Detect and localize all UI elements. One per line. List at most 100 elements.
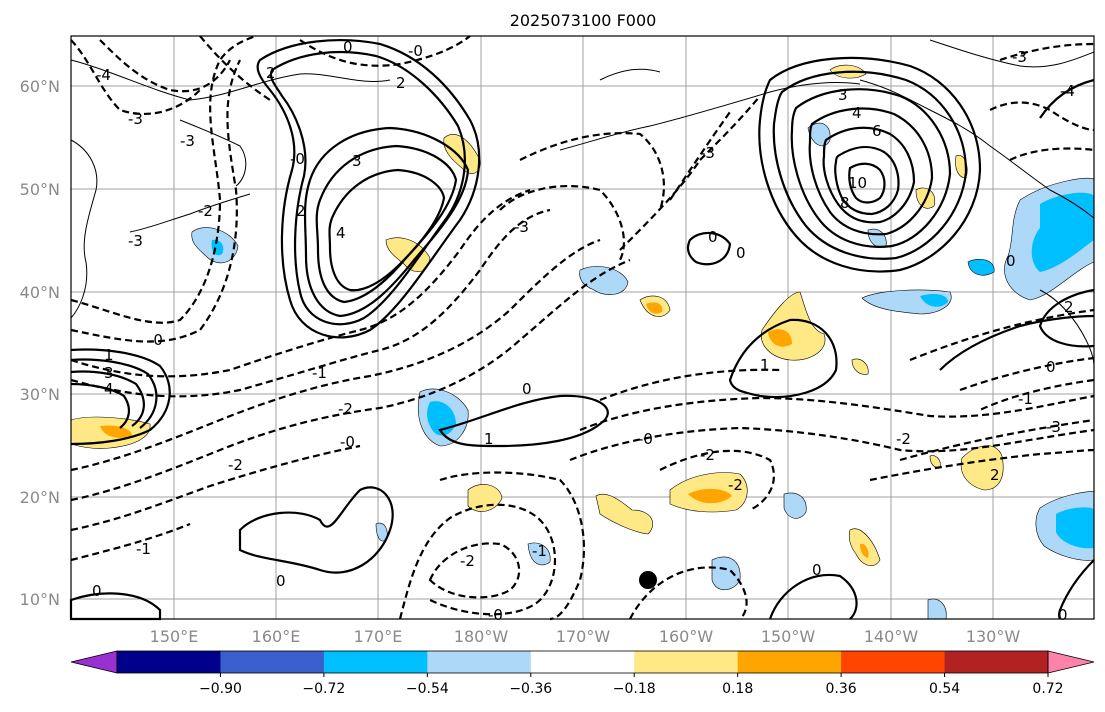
contour-label: 6 xyxy=(872,122,882,140)
contour-label: 4 xyxy=(336,224,346,242)
colorbar-segment xyxy=(841,651,946,673)
colorbar-segment xyxy=(220,651,325,673)
colorbar-segment xyxy=(323,651,428,673)
contour-label: -3 xyxy=(128,232,143,250)
neg-shade xyxy=(527,542,551,566)
colorbar-segment xyxy=(737,651,842,673)
contour-label: -0 xyxy=(638,430,653,448)
pos-shade xyxy=(851,358,869,375)
contour-label: -0 xyxy=(408,42,423,60)
map-frame xyxy=(70,35,1095,620)
longitude-label: 150°E xyxy=(150,627,199,646)
colorbar-tick-label: −0.54 xyxy=(406,681,449,697)
contour-label: 4 xyxy=(104,380,114,398)
contour-label: -3 xyxy=(700,144,715,162)
pos-core xyxy=(688,488,732,504)
contour-label: 3 xyxy=(838,86,848,104)
longitude-labels: 150°E 160°E 170°E 180°W 170°W 160°W 150°… xyxy=(150,627,1021,646)
longitude-label: 160°W xyxy=(659,627,714,646)
contour-label: 1 xyxy=(760,356,770,374)
neg-shade xyxy=(711,556,741,591)
contour-label: -1 xyxy=(1018,390,1033,408)
contour-label: -3 xyxy=(1012,48,1027,66)
contour-label: -1 xyxy=(532,542,547,560)
contour-label: 0 xyxy=(1058,606,1068,624)
colorbar-tick-label: −0.18 xyxy=(613,681,656,697)
contour-label: 0 xyxy=(92,582,102,600)
shaded-anomalies xyxy=(70,64,1095,620)
contour-label: -0 xyxy=(148,331,163,349)
contour-label: -1 xyxy=(312,364,327,382)
contour-label: 10 xyxy=(848,174,867,192)
contour-label: 2 xyxy=(990,466,1000,484)
contour-labels: 0 -0 2 2 3 2 4 -4 -3 -3 -0 -2 -3 -0 1 3 … xyxy=(92,38,1075,624)
latitude-label: 40°N xyxy=(20,283,60,302)
contour-label: -3 xyxy=(180,132,195,150)
longitude-label: 170°W xyxy=(556,627,611,646)
colorbar-tick-label: 0.54 xyxy=(929,681,960,697)
contour-label: 0 xyxy=(1006,252,1016,270)
contour-label: -2 xyxy=(700,446,715,464)
contour-label: 0 xyxy=(708,228,718,246)
contour-label: -2 xyxy=(228,456,243,474)
longitude-label: 130°W xyxy=(966,627,1021,646)
contour-label: -3 xyxy=(128,110,143,128)
colorbar-tick-label: 0.18 xyxy=(722,681,753,697)
pos-core xyxy=(860,543,869,558)
latitude-label: 50°N xyxy=(20,180,60,199)
longitude-label: 180°W xyxy=(454,627,509,646)
contour-label: 2 xyxy=(1064,298,1074,316)
neg-core xyxy=(920,294,948,307)
contour-label: -2 xyxy=(896,430,911,448)
colorbar-tick-label: −0.72 xyxy=(302,681,345,697)
latitude-label: 20°N xyxy=(20,488,60,507)
contour-label: -2 xyxy=(728,476,743,494)
contour-label: 0 xyxy=(343,38,353,56)
contour-label: 0 xyxy=(736,244,746,262)
contour-label: -2 xyxy=(460,552,475,570)
colorbar-tick-label: 0.72 xyxy=(1032,681,1063,697)
neg-shade xyxy=(783,492,807,519)
contour-label: -4 xyxy=(96,66,111,84)
map-panel: 0 -0 2 2 3 2 4 -4 -3 -3 -0 -2 -3 -0 1 3 … xyxy=(69,34,1095,624)
contour-label: 2 xyxy=(266,64,276,82)
colorbar-segment xyxy=(117,651,221,673)
pos-core xyxy=(768,329,792,347)
solid-contours xyxy=(69,39,1095,621)
colorbar-extend-low xyxy=(70,650,118,674)
colorbar: −0.90 −0.72 −0.54 −0.36 −0.18 0.18 0.36 0.54 0.7… xyxy=(70,650,1095,697)
longitude-label: 140°W xyxy=(864,627,919,646)
pos-core xyxy=(646,302,663,314)
latitude-label: 30°N xyxy=(20,385,60,404)
colorbar-segment xyxy=(944,651,1049,673)
contour-label: 8 xyxy=(840,194,850,212)
map-title: 2025073100 F000 xyxy=(510,11,657,30)
latitude-labels: 60°N 50°N 40°N 30°N 20°N 10°N xyxy=(20,77,60,609)
contour-label: -0 xyxy=(488,606,503,624)
neg-core xyxy=(1031,192,1094,272)
contour-label: -0 xyxy=(340,433,355,451)
contour-label: 0 xyxy=(1046,358,1056,376)
colorbar-segment xyxy=(634,651,739,673)
graticule xyxy=(71,36,1094,619)
contour-label: -3 xyxy=(514,218,529,236)
colorbar-segment xyxy=(427,651,532,673)
contour-label: 4 xyxy=(852,104,862,122)
contour-label: -2 xyxy=(198,202,213,220)
contour-label: 3 xyxy=(352,152,362,170)
dashed-contours xyxy=(70,34,1095,621)
neg-shade xyxy=(807,122,831,147)
colorbar-segment xyxy=(530,651,635,673)
location-marker xyxy=(639,571,657,589)
contour-label: 0 xyxy=(812,561,822,579)
colorbar-tick-label: −0.90 xyxy=(199,681,242,697)
pos-shade xyxy=(595,493,653,535)
latitude-label: 10°N xyxy=(20,590,60,609)
longitude-label: 170°E xyxy=(354,627,403,646)
pos-shade xyxy=(960,445,1004,491)
neg-core xyxy=(1056,507,1094,549)
contour-label: 2 xyxy=(396,74,406,92)
contour-label: -2 xyxy=(338,400,353,418)
contour-label: 2 xyxy=(296,202,306,220)
